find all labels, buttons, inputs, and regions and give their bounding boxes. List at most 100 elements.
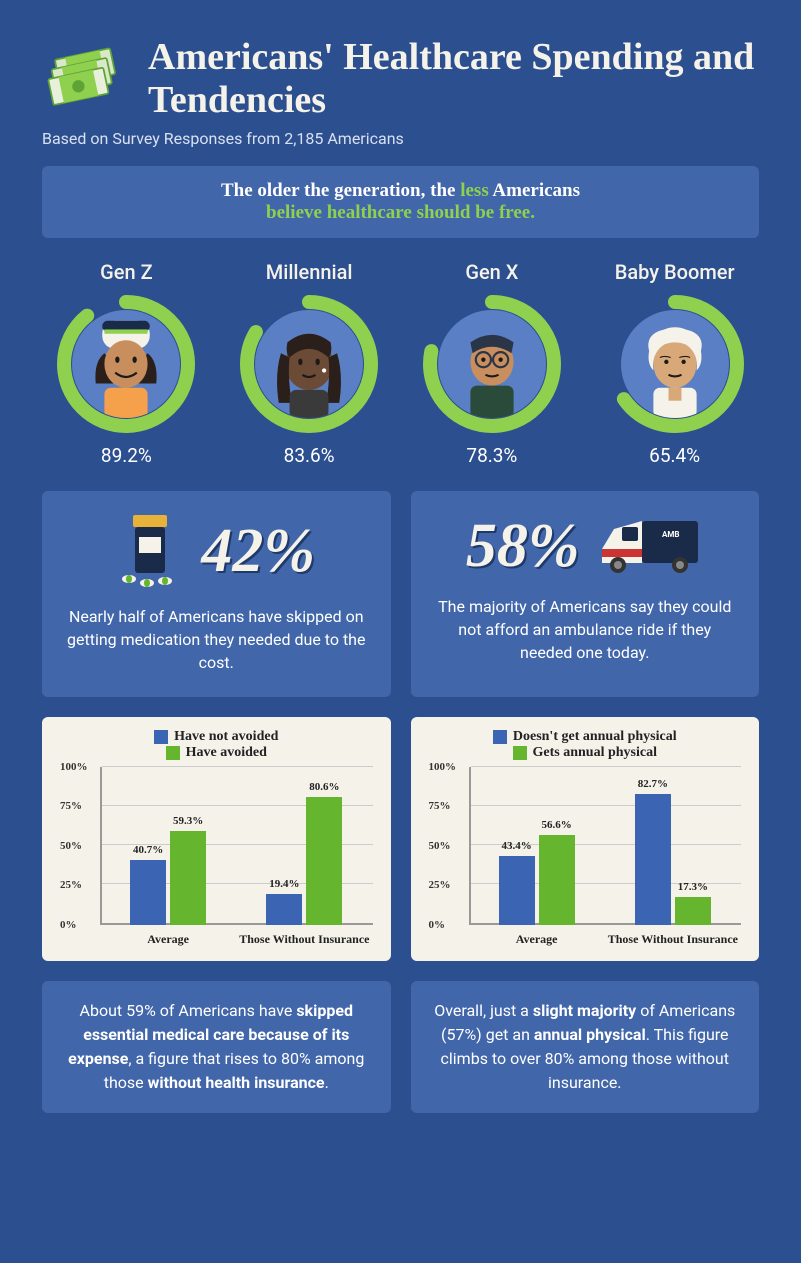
caption-row: About 59% of Americans have skipped esse… [42, 981, 759, 1113]
generation-label: Gen X [408, 260, 577, 284]
money-stack-icon [42, 36, 130, 106]
stat-card-medication: 42% Nearly half of Americans have skippe… [42, 491, 391, 697]
caption-physical: Overall, just a slight majority of Ameri… [411, 981, 760, 1113]
stat-pct-medication: 42% [201, 520, 315, 582]
y-tick: 50% [429, 840, 451, 852]
y-axis: 0%25%50%75%100% [60, 767, 100, 925]
chart-legend: Have not avoided Have avoided [60, 729, 373, 761]
progress-ring [56, 294, 196, 434]
x-label: Average [100, 926, 236, 947]
legend-swatch [166, 746, 180, 760]
bar-label: 82.7% [638, 778, 668, 790]
legend-label: Doesn't get annual physical [513, 729, 677, 745]
legend-swatch [154, 730, 168, 744]
stat-pct-ambulance: 58% [466, 515, 580, 577]
pill-bottle-icon [117, 511, 187, 591]
subtitle: Based on Survey Responses from 2,185 Ame… [42, 129, 759, 148]
x-label: Those Without Insurance [236, 926, 372, 947]
bar: 59.3% [170, 831, 206, 925]
bar-group: 82.7% 17.3% [605, 767, 741, 925]
bar-group: 43.4% 56.6% [469, 767, 605, 925]
bar-label: 19.4% [269, 878, 299, 890]
generation-item: Millennial 83.6% [225, 260, 394, 467]
avatar-icon [438, 310, 546, 418]
generation-pct: 65.4% [590, 444, 759, 467]
legend-label: Gets annual physical [533, 745, 657, 761]
legend-swatch [513, 746, 527, 760]
generations-row: Gen Z 89.2% Millennial 83.6% [42, 260, 759, 467]
chart-row: Have not avoided Have avoided 0% 25% 50% 75… [42, 717, 759, 961]
chart-card-physical: Doesn't get annual physical Gets annual … [411, 717, 760, 961]
bar-label: 43.4% [502, 840, 532, 852]
generation-label: Baby Boomer [590, 260, 759, 284]
y-tick: 0% [429, 919, 446, 931]
bar: 56.6% [539, 835, 575, 924]
generation-pct: 78.3% [408, 444, 577, 467]
generation-pct: 89.2% [42, 444, 211, 467]
generation-pct: 83.6% [225, 444, 394, 467]
chart-card-avoided: Have not avoided Have avoided 0% 25% 50% 75… [42, 717, 391, 961]
bar: 43.4% [499, 856, 535, 925]
y-tick: 100% [60, 761, 88, 773]
bar-chart: 0%25%50%75%100% 40.7% 59.3% 19.4% 80.6% … [60, 767, 373, 947]
progress-ring [239, 294, 379, 434]
stat-desc-ambulance: The majority of Americans say they could… [433, 595, 738, 665]
generation-label: Millennial [225, 260, 394, 284]
stat-cards-row: 42% Nearly half of Americans have skippe… [42, 491, 759, 697]
legend-item: Doesn't get annual physical [493, 729, 677, 745]
generation-label: Gen Z [42, 260, 211, 284]
bar-label: 40.7% [133, 844, 163, 856]
y-axis: 0%25%50%75%100% [429, 767, 469, 925]
y-tick: 100% [429, 761, 457, 773]
banner-text-believe: believe healthcare should be free. [266, 202, 535, 223]
x-label: Average [469, 926, 605, 947]
bar: 40.7% [130, 860, 166, 924]
bar: 17.3% [675, 897, 711, 924]
stat-card-ambulance: 58% AMB The majority of Americans say th… [411, 491, 760, 697]
ambulance-icon: AMB [594, 511, 704, 581]
generation-item: Baby Boomer 65.4% [590, 260, 759, 467]
header: Americans' Healthcare Spending and Tende… [42, 36, 759, 121]
progress-ring [605, 294, 745, 434]
y-tick: 50% [60, 840, 82, 852]
y-tick: 75% [60, 800, 82, 812]
bar: 80.6% [306, 797, 342, 924]
page-title: Americans' Healthcare Spending and Tende… [148, 36, 759, 121]
progress-ring [422, 294, 562, 434]
bar-chart: 0%25%50%75%100% 43.4% 56.6% 82.7% 17.3% … [429, 767, 742, 947]
bar-label: 56.6% [542, 819, 572, 831]
bar-group: 19.4% 80.6% [236, 767, 372, 925]
legend-swatch [493, 730, 507, 744]
svg-text:AMB: AMB [662, 530, 679, 539]
bar-label: 17.3% [678, 881, 708, 893]
y-tick: 25% [60, 879, 82, 891]
x-axis: AverageThose Without Insurance [100, 926, 373, 947]
legend-item: Have not avoided [154, 729, 278, 745]
banner-text-mid: Americans [489, 180, 580, 201]
bar-group: 40.7% 59.3% [100, 767, 236, 925]
bar-groups: 43.4% 56.6% 82.7% 17.3% [469, 767, 742, 925]
bar: 19.4% [266, 894, 302, 925]
legend-item: Have avoided [166, 745, 267, 761]
generation-item: Gen X 78.3% [408, 260, 577, 467]
avatar-icon [72, 310, 180, 418]
x-axis: AverageThose Without Insurance [469, 926, 742, 947]
stat-desc-medication: Nearly half of Americans have skipped on… [64, 605, 369, 675]
caption-avoided: About 59% of Americans have skipped esse… [42, 981, 391, 1113]
chart-legend: Doesn't get annual physical Gets annual … [429, 729, 742, 761]
y-tick: 25% [429, 879, 451, 891]
legend-label: Have not avoided [174, 729, 278, 745]
y-tick: 0% [60, 919, 77, 931]
legend-label: Have avoided [186, 745, 267, 761]
bar-label: 59.3% [173, 815, 203, 827]
generation-item: Gen Z 89.2% [42, 260, 211, 467]
bar-label: 80.6% [309, 781, 339, 793]
bar: 82.7% [635, 794, 671, 925]
banner-text-less: less [460, 180, 489, 201]
avatar-icon [621, 310, 729, 418]
legend-item: Gets annual physical [513, 745, 657, 761]
headline-banner: The older the generation, the less Ameri… [42, 166, 759, 238]
x-label: Those Without Insurance [605, 926, 741, 947]
bar-groups: 40.7% 59.3% 19.4% 80.6% [100, 767, 373, 925]
avatar-icon [255, 310, 363, 418]
